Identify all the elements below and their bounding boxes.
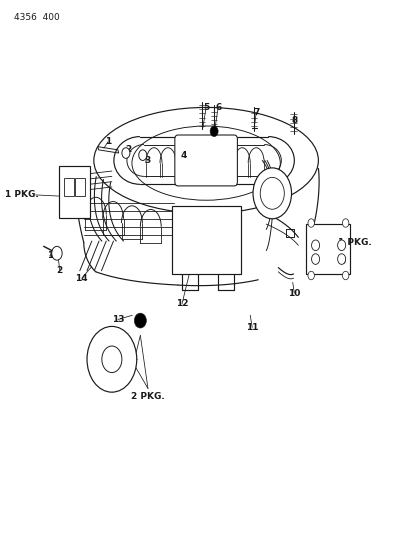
- Text: 2: 2: [125, 146, 131, 155]
- Circle shape: [102, 346, 122, 373]
- Circle shape: [308, 219, 315, 227]
- Circle shape: [122, 148, 130, 158]
- FancyBboxPatch shape: [175, 135, 237, 186]
- Text: 1: 1: [47, 252, 53, 261]
- Text: 4356  400: 4356 400: [13, 13, 60, 22]
- Text: 10: 10: [288, 288, 301, 297]
- Circle shape: [253, 168, 292, 219]
- Text: 9: 9: [339, 257, 346, 265]
- Circle shape: [342, 271, 349, 280]
- Text: 2: 2: [57, 266, 63, 274]
- Circle shape: [312, 240, 319, 251]
- Circle shape: [52, 246, 62, 260]
- Circle shape: [308, 271, 315, 280]
- Circle shape: [312, 254, 319, 264]
- Text: 13: 13: [112, 315, 124, 324]
- Circle shape: [210, 126, 218, 136]
- Text: 4: 4: [181, 151, 187, 160]
- Text: 11: 11: [246, 323, 259, 332]
- Text: 12: 12: [176, 299, 188, 308]
- Circle shape: [338, 254, 346, 264]
- Text: 5: 5: [203, 103, 209, 112]
- Ellipse shape: [134, 313, 146, 328]
- Text: 1 PKG.: 1 PKG.: [337, 238, 371, 247]
- FancyBboxPatch shape: [172, 206, 241, 274]
- Text: 6: 6: [215, 103, 221, 112]
- Text: 3: 3: [145, 156, 151, 165]
- Circle shape: [87, 326, 137, 392]
- Text: 1: 1: [105, 138, 111, 147]
- Text: 2 PKG.: 2 PKG.: [131, 392, 165, 401]
- FancyBboxPatch shape: [306, 224, 350, 274]
- Circle shape: [342, 219, 349, 227]
- FancyBboxPatch shape: [75, 178, 84, 196]
- FancyBboxPatch shape: [64, 178, 74, 196]
- Circle shape: [338, 240, 346, 251]
- Text: 7: 7: [253, 108, 259, 117]
- FancyBboxPatch shape: [59, 166, 90, 218]
- Text: 1 PKG.: 1 PKG.: [5, 190, 38, 199]
- Text: 8: 8: [291, 116, 297, 125]
- Text: 14: 14: [75, 273, 88, 282]
- Circle shape: [139, 150, 147, 160]
